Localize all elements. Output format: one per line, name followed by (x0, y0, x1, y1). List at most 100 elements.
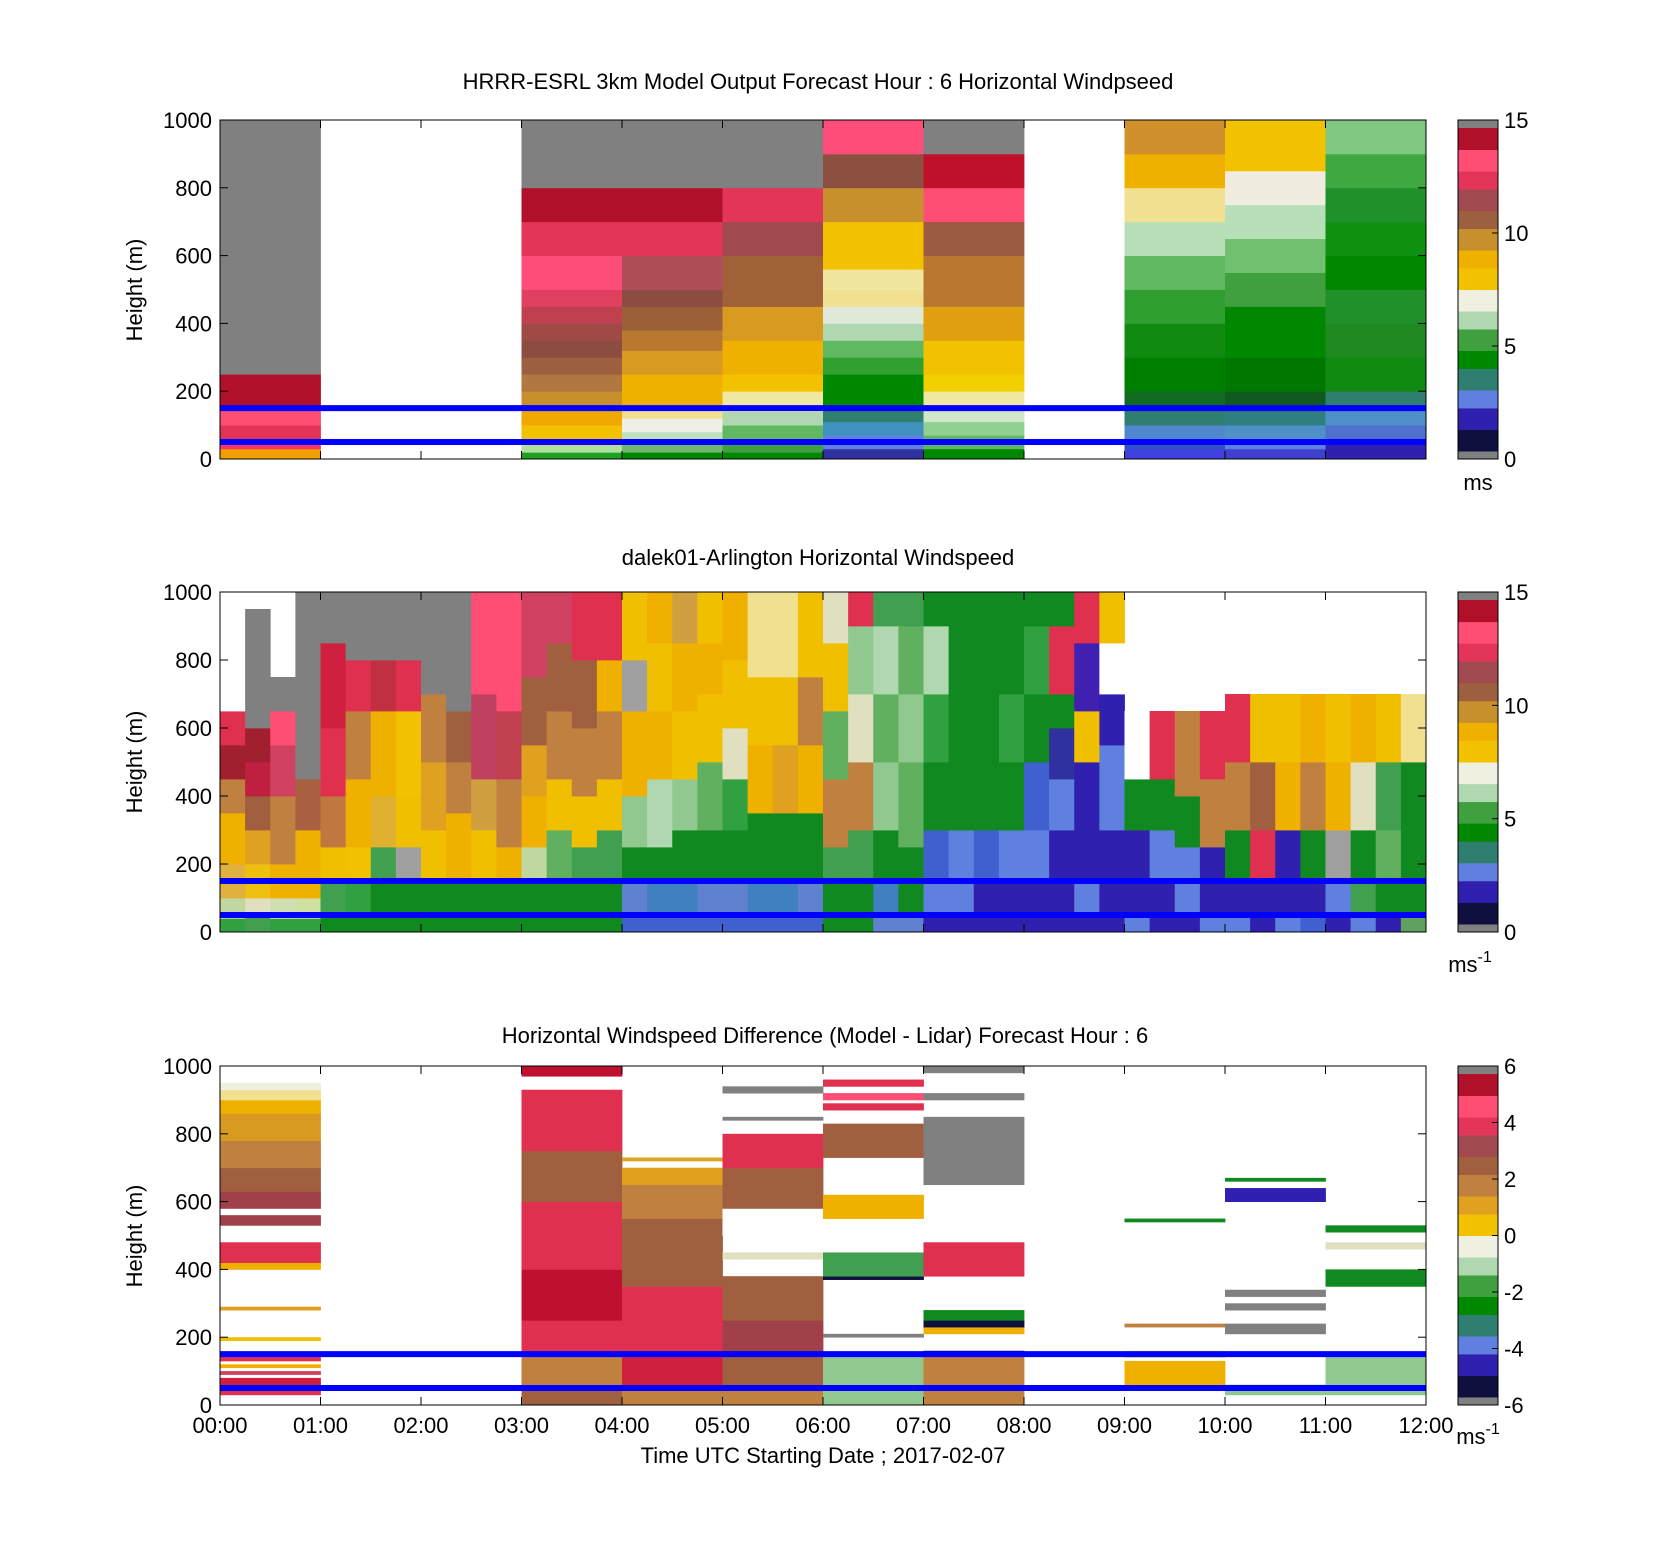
heatmap-cell (220, 1167, 321, 1192)
heatmap-cell (1049, 626, 1075, 695)
colorbar-swatch (1458, 1235, 1498, 1240)
colorbar-swatch (1458, 816, 1498, 821)
colorbar-swatch (1458, 704, 1498, 709)
y-tick-label: 600 (175, 1190, 212, 1215)
heatmap-cell (1024, 694, 1050, 763)
heatmap-cell (421, 694, 447, 763)
heatmap-cell (747, 881, 774, 916)
heatmap-cell (1199, 881, 1226, 916)
colorbar-swatch (1458, 1120, 1498, 1125)
colorbar-unit-sup: -1 (1478, 949, 1492, 966)
heatmap-cell (1350, 881, 1377, 916)
heatmap-cell (1325, 694, 1352, 763)
heatmap-cell (446, 881, 472, 916)
heatmap-cell (722, 660, 749, 729)
colorbar-swatch (1458, 1088, 1498, 1093)
heatmap-cell (1275, 915, 1301, 933)
colorbar-swatch (1458, 1163, 1498, 1168)
colorbar-swatch (1458, 178, 1498, 183)
colorbar-swatch (1458, 314, 1498, 319)
heatmap-cell (622, 592, 648, 661)
colorbar-swatch (1458, 913, 1498, 918)
colorbar-swatch (1458, 282, 1498, 287)
colorbar-swatch (1458, 834, 1498, 839)
colorbar-swatch (1458, 686, 1498, 691)
heatmap-cell (1124, 153, 1226, 189)
colorbar-swatch (1458, 325, 1498, 330)
heatmap-cell (220, 425, 321, 440)
heatmap-cell (1049, 915, 1075, 933)
colorbar-swatch (1458, 1264, 1498, 1269)
colorbar-swatch (1458, 654, 1498, 659)
reference-lines (220, 405, 1426, 446)
heatmap-cell (1300, 915, 1326, 933)
colorbar-swatch (1458, 909, 1498, 914)
colorbar-swatch (1458, 772, 1498, 777)
colorbar-swatch (1458, 1152, 1498, 1158)
colorbar-swatch (1458, 1095, 1498, 1100)
heatmap-cell (923, 1310, 1025, 1321)
colorbar-swatch (1458, 1371, 1498, 1376)
colorbar-swatch (1458, 1188, 1498, 1193)
colorbar-swatch (1458, 264, 1498, 269)
colorbar-swatch (1458, 203, 1498, 208)
heatmap-cell (345, 881, 372, 916)
colorbar-swatch (1458, 790, 1498, 795)
heatmap-cell (823, 269, 924, 290)
heatmap-cell (797, 592, 824, 678)
heatmap-cell (1375, 762, 1402, 831)
colorbar-swatch (1458, 171, 1498, 176)
y-tick-label: 800 (175, 176, 212, 201)
colorbar-swatch (1458, 1138, 1498, 1143)
x-axis-ticks (219, 592, 1427, 932)
heatmap-cell (722, 1252, 824, 1260)
heatmap-cell (220, 1215, 321, 1226)
heatmap-cell (421, 592, 447, 695)
x-tick-label: 05:00 (695, 1413, 750, 1438)
colorbar-swatch (1458, 1081, 1498, 1086)
heatmap-cell (948, 592, 975, 627)
heatmap-cell (546, 643, 573, 712)
heatmap-cell (823, 120, 924, 155)
colorbar-swatch (1458, 1296, 1498, 1301)
heatmap-cell (571, 796, 598, 848)
heatmap-cell (1074, 592, 1100, 644)
heatmap-cell (395, 711, 422, 797)
colorbar-swatch (1458, 196, 1498, 201)
x-axis-ticks (219, 1066, 1427, 1405)
heatmap-cell (1024, 830, 1050, 882)
heatmap-cell (898, 694, 924, 763)
heatmap-cell (722, 340, 824, 375)
colorbar-swatch (1458, 131, 1498, 136)
heatmap-cell (1225, 425, 1326, 440)
heatmap-cell (1099, 830, 1125, 882)
colorbar-tick-label: 10 (1504, 221, 1528, 246)
heatmap-cell (1325, 448, 1427, 460)
colorbar-swatch (1458, 603, 1498, 608)
heatmap-cell (998, 762, 1025, 831)
heatmap-cell (823, 289, 924, 307)
colorbar-swatch (1458, 429, 1498, 434)
colorbar-swatch (1458, 1156, 1498, 1161)
heatmap-cell (395, 847, 422, 882)
colorbar-swatch (1458, 379, 1498, 384)
colorbar-swatch (1458, 1335, 1498, 1341)
heatmap-cell (797, 813, 824, 882)
colorbar-swatch (1458, 1332, 1498, 1337)
heatmap-cell (1074, 915, 1100, 933)
heatmap-cell (823, 221, 924, 270)
heatmap-cell (220, 1089, 321, 1101)
heatmap-cell (546, 592, 573, 644)
heatmap-cell (697, 643, 723, 695)
y-tick-label: 1000 (163, 108, 212, 133)
heatmap-cell (1325, 289, 1427, 324)
colorbar-swatch (1458, 1084, 1498, 1089)
heatmap-cell (1124, 1360, 1226, 1386)
colorbar-swatch (1458, 1321, 1498, 1326)
heatmap-cell (948, 830, 975, 882)
heatmap-cell (923, 694, 950, 763)
colorbar-swatch (1458, 1231, 1498, 1236)
colorbar-swatch (1458, 440, 1498, 445)
colorbar-ticks: 0 5 10 15 (1492, 108, 1528, 472)
colorbar-swatch (1458, 628, 1498, 633)
